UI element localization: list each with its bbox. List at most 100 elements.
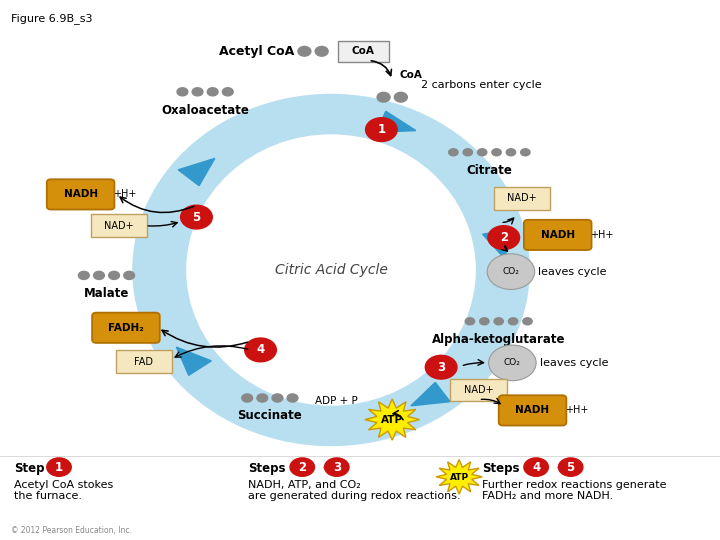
Circle shape (245, 338, 276, 362)
Polygon shape (411, 382, 450, 406)
Polygon shape (179, 158, 215, 186)
Circle shape (298, 46, 311, 56)
Text: –: – (557, 461, 562, 474)
Text: Citrate: Citrate (467, 164, 513, 177)
Circle shape (315, 46, 328, 56)
Text: ADP + P: ADP + P (315, 396, 358, 406)
Circle shape (487, 254, 535, 289)
Text: 5: 5 (192, 211, 201, 224)
Text: Acetyl CoA stokes
the furnace.: Acetyl CoA stokes the furnace. (14, 480, 114, 501)
Circle shape (395, 92, 408, 102)
Text: 5: 5 (567, 461, 575, 474)
Text: © 2012 Pearson Education, Inc.: © 2012 Pearson Education, Inc. (11, 525, 132, 535)
Text: 3: 3 (437, 361, 445, 374)
Circle shape (488, 226, 520, 249)
Text: NAD+: NAD+ (507, 193, 536, 203)
Circle shape (55, 185, 64, 191)
Text: leaves cycle: leaves cycle (539, 267, 607, 276)
Text: NADH: NADH (63, 190, 98, 199)
FancyBboxPatch shape (338, 40, 389, 62)
Text: 1: 1 (377, 123, 385, 136)
Text: Oxaloacetate: Oxaloacetate (161, 104, 249, 117)
Text: CO₂: CO₂ (503, 267, 519, 276)
Circle shape (325, 458, 349, 476)
Circle shape (78, 271, 89, 280)
FancyBboxPatch shape (116, 350, 172, 373)
Text: ATP: ATP (449, 473, 469, 482)
Circle shape (426, 355, 457, 379)
Text: 4: 4 (532, 461, 540, 474)
Circle shape (477, 149, 487, 156)
FancyBboxPatch shape (91, 214, 147, 237)
Text: NADH, ATP, and CO₂
are generated during redox reactions.: NADH, ATP, and CO₂ are generated during … (248, 480, 461, 501)
Text: NAD+: NAD+ (464, 385, 493, 395)
Text: 2: 2 (298, 461, 306, 474)
Text: CoA: CoA (352, 46, 375, 56)
Ellipse shape (132, 94, 530, 446)
FancyBboxPatch shape (524, 220, 592, 250)
Circle shape (520, 401, 528, 407)
Circle shape (559, 458, 583, 476)
FancyBboxPatch shape (499, 395, 567, 426)
Circle shape (449, 149, 458, 156)
Circle shape (366, 118, 397, 141)
Polygon shape (436, 460, 482, 494)
Text: 3: 3 (333, 461, 341, 474)
Circle shape (524, 458, 549, 476)
Text: 2 carbons enter cycle: 2 carbons enter cycle (421, 80, 541, 90)
Circle shape (68, 185, 77, 191)
Text: +H+: +H+ (590, 230, 613, 240)
Circle shape (489, 345, 536, 381)
Circle shape (222, 87, 233, 96)
Text: Steps: Steps (248, 462, 286, 475)
Circle shape (124, 271, 135, 280)
Text: Citric Acid Cycle: Citric Acid Cycle (274, 263, 387, 277)
Circle shape (523, 318, 532, 325)
Text: Step: Step (14, 462, 45, 475)
Polygon shape (377, 111, 416, 132)
Text: CoA: CoA (400, 70, 422, 79)
Text: 1: 1 (55, 461, 63, 474)
Text: Further redox reactions generate
FADH₂ and more NADH.: Further redox reactions generate FADH₂ a… (482, 480, 667, 501)
Text: CO₂: CO₂ (504, 359, 521, 367)
FancyBboxPatch shape (92, 313, 160, 343)
Circle shape (272, 394, 283, 402)
Circle shape (506, 149, 516, 156)
Circle shape (492, 149, 501, 156)
Circle shape (532, 225, 541, 231)
Circle shape (115, 318, 124, 324)
Circle shape (507, 401, 516, 407)
Text: Acetyl CoA: Acetyl CoA (220, 45, 294, 58)
Circle shape (109, 271, 120, 280)
Circle shape (181, 205, 212, 229)
Text: NAD+: NAD+ (104, 221, 133, 231)
Circle shape (242, 394, 253, 402)
Text: FADH₂: FADH₂ (108, 323, 144, 333)
Text: Malate: Malate (84, 287, 129, 300)
Circle shape (47, 458, 71, 476)
Polygon shape (365, 399, 420, 440)
Circle shape (377, 92, 390, 102)
Circle shape (192, 87, 203, 96)
FancyBboxPatch shape (494, 187, 550, 210)
Text: Succinate: Succinate (238, 409, 302, 422)
Circle shape (290, 458, 315, 476)
Polygon shape (482, 230, 512, 259)
FancyBboxPatch shape (47, 179, 114, 210)
Circle shape (480, 318, 489, 325)
Circle shape (177, 87, 188, 96)
Text: +H+: +H+ (113, 190, 136, 199)
Circle shape (465, 318, 474, 325)
Text: Figure 6.9B_s3: Figure 6.9B_s3 (11, 14, 92, 24)
Text: Alpha-ketoglutarate: Alpha-ketoglutarate (432, 333, 565, 346)
Text: leaves cycle: leaves cycle (540, 358, 608, 368)
Circle shape (508, 318, 518, 325)
Circle shape (494, 318, 503, 325)
Circle shape (207, 87, 218, 96)
Circle shape (257, 394, 268, 402)
Circle shape (545, 225, 554, 231)
Polygon shape (176, 347, 212, 375)
Text: –: – (323, 461, 328, 474)
Text: NADH: NADH (516, 406, 549, 415)
Circle shape (94, 271, 104, 280)
